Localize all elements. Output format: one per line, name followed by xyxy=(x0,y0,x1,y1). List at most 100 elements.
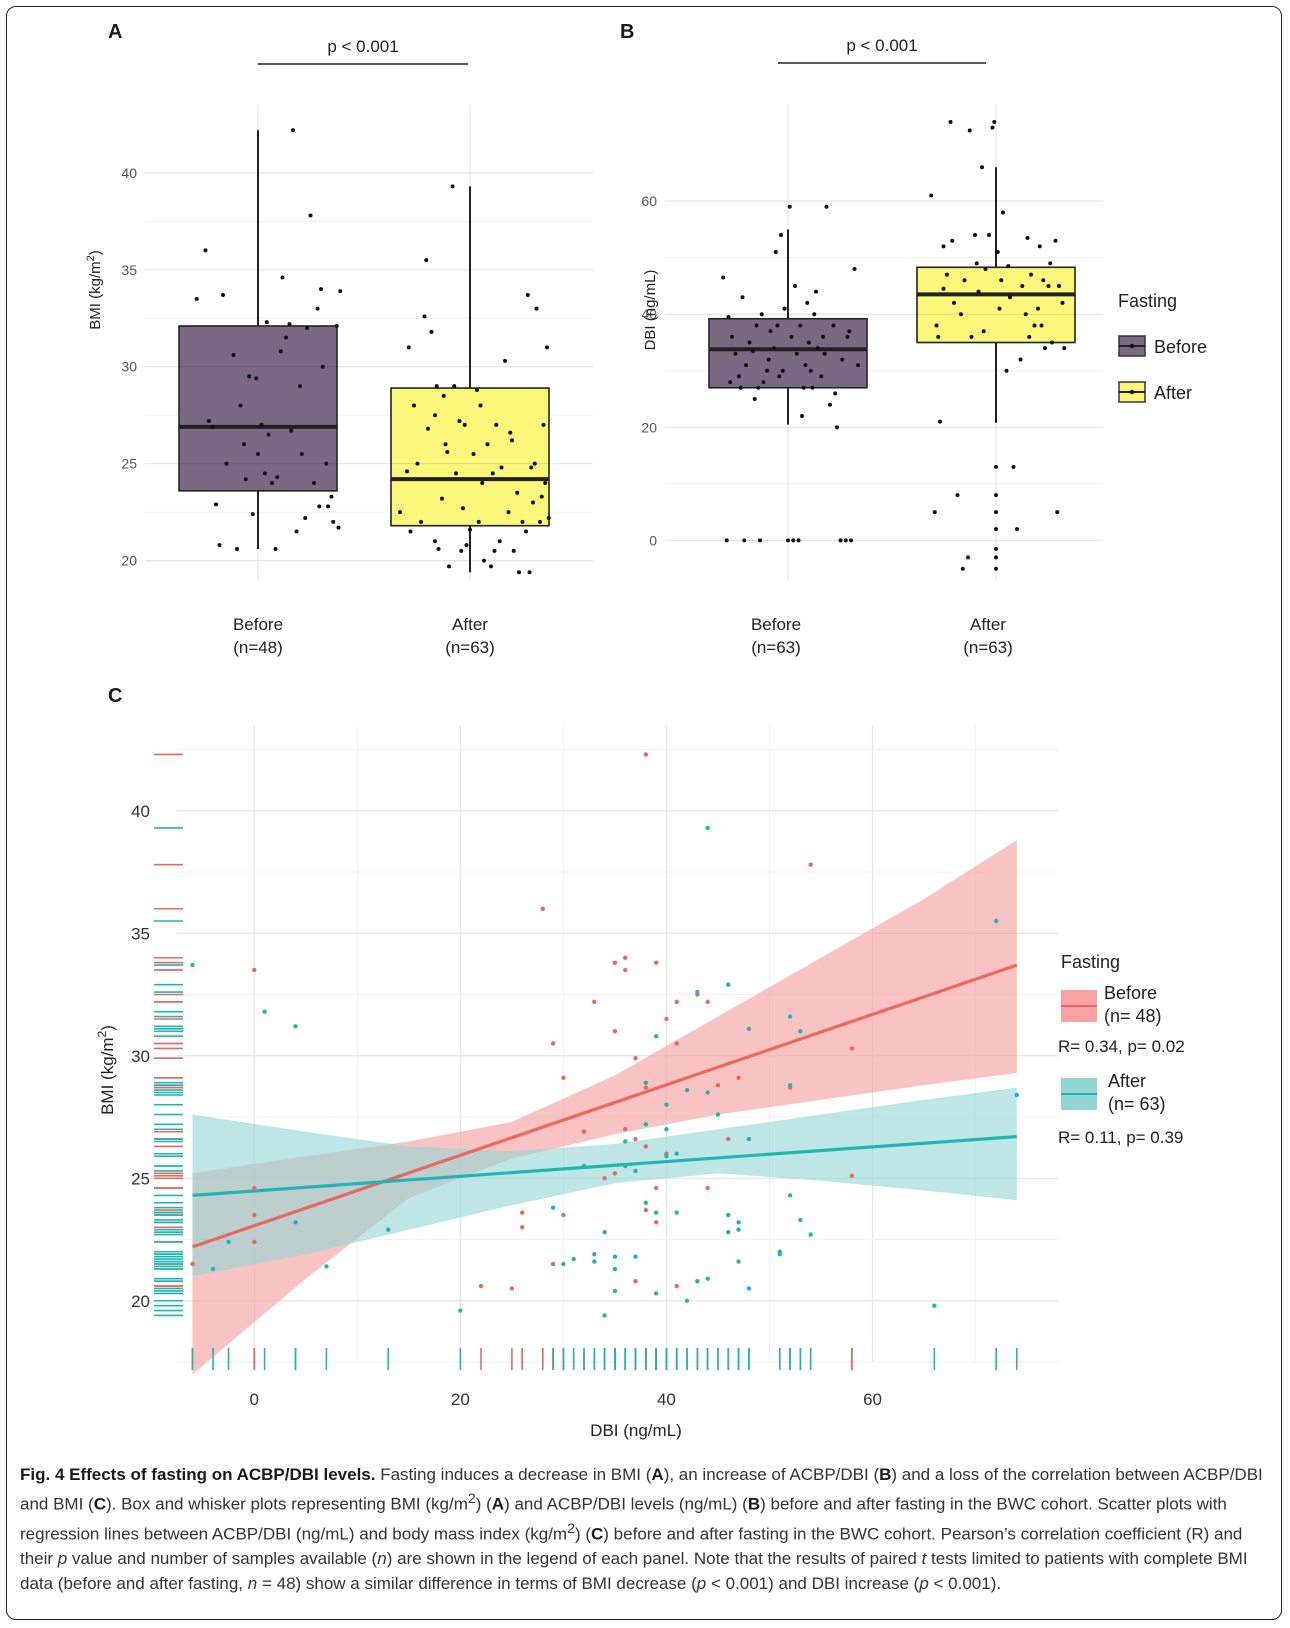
data-point-after xyxy=(293,1220,298,1225)
data-point xyxy=(773,250,778,255)
data-point xyxy=(952,300,956,305)
data-point-before xyxy=(674,1283,679,1289)
data-point xyxy=(994,546,998,551)
data-point xyxy=(398,510,402,515)
panel-c-regression-lines xyxy=(191,963,1018,1249)
data-point-after xyxy=(993,918,999,924)
panel-b-legend-title: Fasting xyxy=(1118,291,1177,311)
data-point xyxy=(821,334,825,339)
data-point-after xyxy=(798,1029,803,1034)
data-point-before xyxy=(674,1041,679,1046)
caption-text: Fasting induces a decrease in BMI ( xyxy=(375,1465,652,1484)
data-point-after xyxy=(612,1288,618,1294)
data-point-after xyxy=(746,1286,752,1291)
data-point xyxy=(315,306,320,311)
data-point xyxy=(786,538,790,543)
panel-c-legend-after-n: (n= 63) xyxy=(1108,1094,1166,1114)
data-point-after xyxy=(787,1014,793,1019)
data-point xyxy=(810,385,815,390)
caption-text: tests limited to patients with complete … xyxy=(20,1549,1248,1594)
data-point xyxy=(445,450,450,455)
data-point xyxy=(852,266,857,271)
panel-c-legend-before-stat: R= 0.34, p= 0.02 xyxy=(1058,1037,1185,1056)
data-point xyxy=(1055,510,1060,515)
data-point xyxy=(849,538,853,543)
data-point-after xyxy=(623,1163,628,1169)
data-point xyxy=(941,286,946,291)
data-point xyxy=(994,464,998,469)
data-point xyxy=(936,334,941,339)
data-point xyxy=(1004,368,1009,373)
panel-c-legend: Fasting Before (n= 48) R= 0.34, p= 0.02 … xyxy=(1058,952,1185,1147)
data-point xyxy=(994,510,998,515)
data-point xyxy=(273,546,278,551)
data-point xyxy=(419,519,423,524)
data-point-after xyxy=(787,1193,793,1198)
data-point-before xyxy=(252,1185,257,1191)
x-tick-label: 40 xyxy=(657,1390,676,1409)
data-point xyxy=(1041,278,1046,283)
data-point xyxy=(756,385,761,390)
data-point-before xyxy=(509,1286,515,1291)
data-point xyxy=(761,380,766,385)
data-point-after xyxy=(715,1112,721,1117)
data-point xyxy=(1057,283,1061,288)
data-point xyxy=(443,442,448,447)
data-point xyxy=(787,204,792,209)
caption-italic: p xyxy=(696,1574,707,1594)
data-point-after xyxy=(458,1308,463,1313)
data-point xyxy=(1029,272,1033,277)
panel-c-legend-title: Fasting xyxy=(1061,952,1120,972)
data-point-after xyxy=(726,1212,731,1218)
data-point xyxy=(317,504,322,509)
data-point-after xyxy=(695,1278,700,1284)
data-point-after xyxy=(293,1024,298,1029)
data-point xyxy=(1036,306,1040,311)
data-point-before xyxy=(808,862,813,867)
data-point xyxy=(452,384,457,389)
data-point xyxy=(726,315,731,320)
data-point-before xyxy=(643,1085,649,1090)
data-point xyxy=(932,510,937,515)
data-point xyxy=(263,471,267,476)
data-point xyxy=(833,391,838,396)
data-point-before xyxy=(633,1278,638,1284)
data-point xyxy=(461,506,465,511)
data-point xyxy=(510,438,514,443)
data-point xyxy=(1018,357,1023,362)
box-after xyxy=(916,266,1076,344)
data-point xyxy=(994,555,998,560)
data-point xyxy=(929,193,934,198)
data-point xyxy=(1008,295,1012,300)
data-point-after xyxy=(705,825,710,831)
data-point-before xyxy=(612,1171,618,1176)
data-point xyxy=(994,566,998,571)
data-point xyxy=(468,527,472,532)
data-point xyxy=(478,403,483,408)
data-point-after xyxy=(592,1252,597,1257)
data-point xyxy=(266,432,271,437)
data-point xyxy=(995,250,1000,255)
data-point xyxy=(319,287,323,292)
data-point xyxy=(429,329,434,334)
data-point xyxy=(721,275,726,280)
data-point xyxy=(459,548,464,553)
data-point xyxy=(831,323,836,328)
caption-superscript: 2 xyxy=(467,1491,476,1507)
data-point xyxy=(520,519,525,524)
panel-a-category-before: Before xyxy=(233,615,283,634)
data-point xyxy=(275,475,280,480)
caption-italic: n xyxy=(377,1549,387,1569)
data-point xyxy=(1037,244,1042,249)
data-point-after xyxy=(324,1264,329,1269)
panel-c: C 20 25 30 35 40 0 20 40 60 DBI (ng/mL) BMI (kg… xyxy=(95,685,1185,1440)
data-point xyxy=(545,345,549,350)
data-point xyxy=(475,388,479,392)
data-point xyxy=(742,538,747,543)
data-point-after xyxy=(623,1139,628,1144)
data-point-before xyxy=(633,1056,638,1061)
data-point xyxy=(331,519,336,524)
y-tick-label: 30 xyxy=(121,359,137,375)
data-point xyxy=(815,346,820,351)
data-point xyxy=(214,502,218,507)
